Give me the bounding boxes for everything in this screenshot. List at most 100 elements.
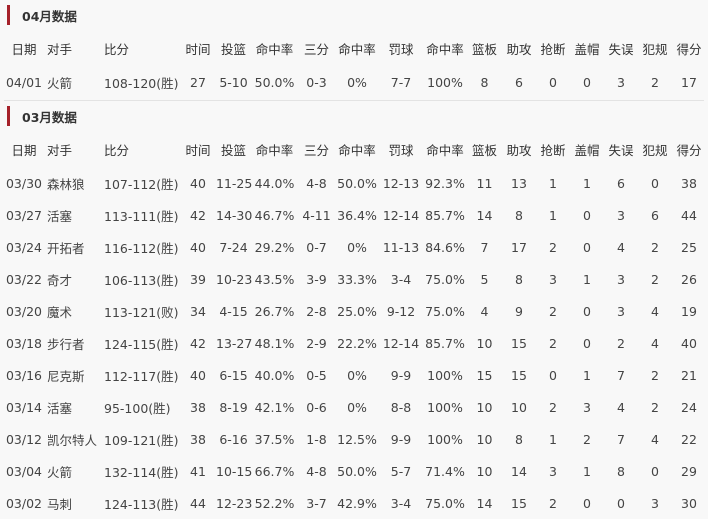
cell-score: 113-121(败) <box>104 304 179 320</box>
cell-minutes: 41 <box>190 463 206 479</box>
cell-turnovers: 3 <box>617 207 625 223</box>
cell-fouls: 0 <box>651 463 659 479</box>
cell-date: 03/04 <box>5 463 43 479</box>
cell-points: 40 <box>681 335 697 351</box>
cell-ft-pct: 75.0% <box>425 303 465 319</box>
table-row: 03/14 活塞 95-100(胜) 38 8-19 42.1% 0-6 0% 8-8 100% 1… <box>0 391 708 423</box>
cell-turnovers: 0 <box>617 495 625 511</box>
cell-three-pct: 42.9% <box>337 495 377 511</box>
cell-ft: 3-4 <box>390 495 412 511</box>
cell-three-pct: 0% <box>347 367 367 383</box>
cell-blocks: 0 <box>583 303 591 319</box>
header-rebounds: 篮板 <box>471 41 497 57</box>
cell-rebounds: 5 <box>480 271 489 287</box>
cell-fg: 10-15 <box>216 463 253 479</box>
cell-steals: 1 <box>549 175 557 191</box>
cell-date: 03/27 <box>5 207 43 223</box>
cell-steals: 1 <box>549 431 557 447</box>
cell-assists: 8 <box>515 271 523 287</box>
cell-minutes: 42 <box>190 335 206 351</box>
table-header: 日期 对手 比分 时间 投篮 命中率 三分 命中率 罚球 命中率 篮板 助攻 抢断 盖帽 失误 犯规 得分 <box>0 131 708 167</box>
cell-fouls: 2 <box>651 239 659 255</box>
cell-ft-pct: 100% <box>427 399 463 415</box>
cell-rebounds: 11 <box>476 175 493 191</box>
cell-three-pct: 50.0% <box>337 463 377 479</box>
cell-fg-pct: 29.2% <box>254 239 295 255</box>
cell-points: 25 <box>681 239 697 255</box>
header-fg-pct: 命中率 <box>255 142 294 158</box>
cell-fouls: 4 <box>651 335 659 351</box>
cell-fg: 4-15 <box>219 303 248 319</box>
header-minutes: 时间 <box>185 41 211 57</box>
cell-fouls: 6 <box>651 207 659 223</box>
cell-assists: 15 <box>511 495 527 511</box>
cell-three-pt: 3-7 <box>306 495 327 511</box>
table-header: 日期 对手 比分 时间 投篮 命中率 三分 命中率 罚球 命中率 篮板 助攻 抢断 盖帽 失误 犯规 得分 <box>0 30 708 66</box>
cell-date: 03/18 <box>5 335 43 351</box>
cell-minutes: 40 <box>190 175 206 191</box>
cell-turnovers: 3 <box>617 271 625 287</box>
cell-fouls: 2 <box>651 399 659 415</box>
cell-three-pct: 0% <box>347 239 367 255</box>
section-title-text: 03月数据 <box>22 109 77 125</box>
cell-rebounds: 4 <box>480 303 489 319</box>
cell-rebounds: 10 <box>476 431 493 447</box>
header-steals: 抢断 <box>540 41 566 57</box>
accent-bar <box>7 5 10 25</box>
header-points: 得分 <box>676 142 702 158</box>
cell-steals: 2 <box>549 335 557 351</box>
header-score: 比分 <box>104 41 130 57</box>
table-row: 03/18 步行者 124-115(胜) 42 13-27 48.1% 2-9 22.2% 12… <box>0 327 708 359</box>
cell-blocks: 1 <box>583 271 591 287</box>
cell-ft: 9-12 <box>386 303 416 319</box>
cell-steals: 3 <box>549 271 557 287</box>
table-row: 03/22 奇才 106-113(胜) 39 10-23 43.5% 3-9 33.3% 3-4… <box>0 263 708 295</box>
cell-points: 17 <box>681 74 697 90</box>
cell-turnovers: 7 <box>617 431 625 447</box>
cell-minutes: 34 <box>190 303 206 319</box>
cell-date: 03/12 <box>5 431 43 447</box>
section-title: 04月数据 <box>0 0 708 30</box>
cell-fg: 12-23 <box>216 495 253 511</box>
cell-points: 22 <box>681 431 697 447</box>
cell-three-pt: 0-7 <box>306 239 327 255</box>
cell-opponent: 尼克斯 <box>47 368 85 384</box>
cell-blocks: 2 <box>583 431 591 447</box>
cell-fouls: 0 <box>651 175 659 191</box>
cell-score: 107-112(胜) <box>104 176 179 192</box>
cell-steals: 0 <box>549 74 557 90</box>
cell-date: 03/20 <box>5 303 43 319</box>
cell-fg-pct: 42.1% <box>254 399 295 415</box>
header-steals: 抢断 <box>540 142 566 158</box>
header-ft: 罚球 <box>388 41 414 57</box>
cell-rebounds: 10 <box>476 399 493 415</box>
cell-ft-pct: 92.3% <box>425 175 465 191</box>
cell-assists: 14 <box>511 463 527 479</box>
cell-fg-pct: 52.2% <box>254 495 295 511</box>
cell-fg: 8-19 <box>219 399 248 415</box>
cell-fg-pct: 50.0% <box>254 74 295 90</box>
cell-three-pt: 0-5 <box>306 367 327 383</box>
table-row: 03/04 火箭 132-114(胜) 41 10-15 66.7% 4-8 50.0% 5-7… <box>0 455 708 487</box>
cell-assists: 10 <box>511 399 527 415</box>
cell-score: 109-121(胜) <box>104 432 179 448</box>
cell-fouls: 2 <box>651 74 659 90</box>
cell-date: 03/16 <box>5 367 43 383</box>
cell-three-pt: 2-9 <box>306 335 327 351</box>
cell-assists: 13 <box>511 175 527 191</box>
cell-blocks: 1 <box>583 367 591 383</box>
cell-score: 124-113(胜) <box>104 496 179 512</box>
cell-rebounds: 7 <box>480 239 489 255</box>
cell-points: 30 <box>681 495 697 511</box>
cell-fouls: 4 <box>651 431 659 447</box>
cell-rebounds: 14 <box>476 495 493 511</box>
month-section: 04月数据 日期 对手 比分 时间 投篮 命中率 三分 命中率 罚球 命中率 篮板 助攻 抢断 盖帽 失误犯… <box>0 0 708 98</box>
cell-date: 03/02 <box>5 495 43 511</box>
cell-fg: 6-16 <box>219 431 248 447</box>
cell-points: 44 <box>681 207 697 223</box>
header-ft-pct: 命中率 <box>426 142 464 158</box>
cell-opponent: 步行者 <box>47 336 85 352</box>
cell-three-pt: 0-3 <box>306 74 327 90</box>
cell-assists: 8 <box>515 207 523 223</box>
cell-opponent: 活塞 <box>47 400 73 416</box>
